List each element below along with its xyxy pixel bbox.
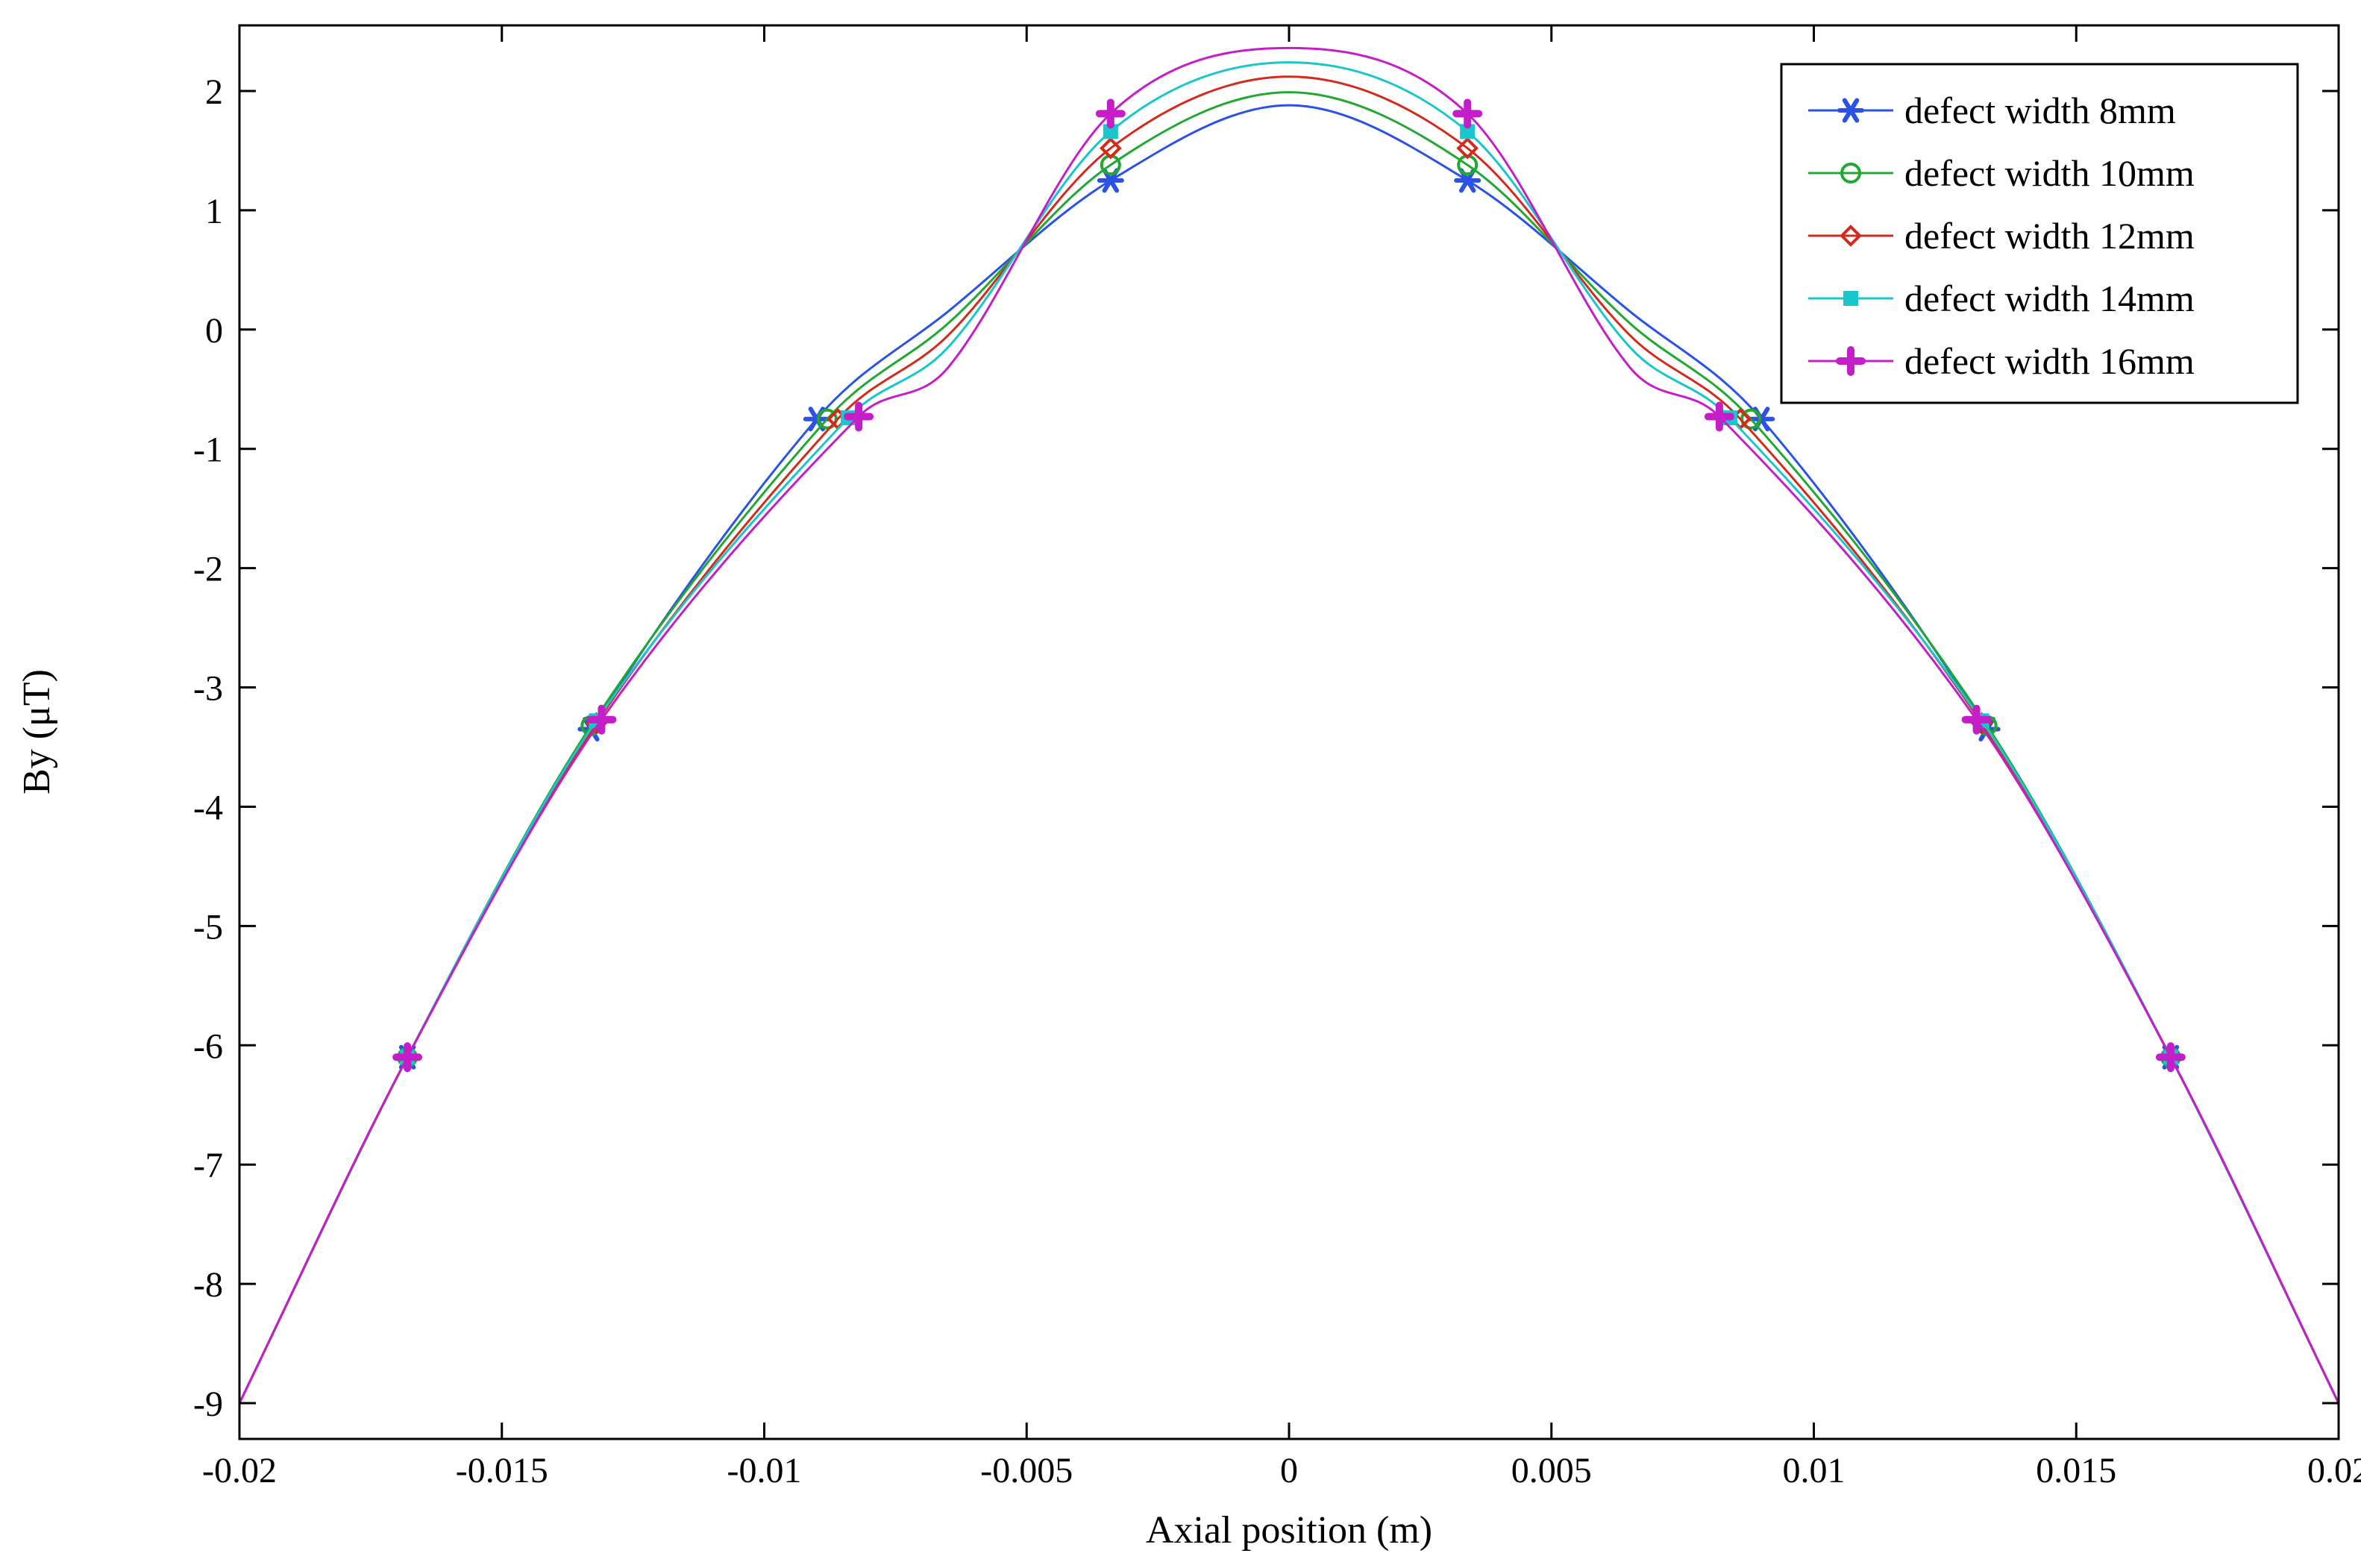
x-tick-label: 0.02 [2307, 1451, 2361, 1490]
legend-item: defect width 10mm [1808, 152, 2195, 194]
series-layer [238, 46, 2340, 1404]
legend-item: defect width 8mm [1808, 90, 2176, 131]
legend-box [1780, 63, 2299, 404]
y-tick-label: -2 [193, 550, 223, 589]
legend-label: defect width 12mm [1904, 215, 2195, 257]
legend-marker [1836, 346, 1866, 376]
y-tick-label: 0 [205, 311, 223, 351]
legend: defect width 8mm defect width 10mm defect … [1780, 63, 2299, 404]
y-tick-label: -5 [193, 907, 223, 947]
data-point [844, 401, 874, 432]
x-tick-label: -0.005 [980, 1451, 1073, 1490]
x-tick-label: -0.01 [727, 1451, 802, 1490]
y-tick-label: 2 [205, 72, 223, 112]
y-tick-label: -8 [193, 1265, 223, 1305]
series-line [238, 61, 2340, 1404]
x-tick-label: 0.005 [1511, 1451, 1592, 1490]
x-tick-label: -0.02 [202, 1451, 277, 1490]
data-point [1452, 98, 1483, 129]
y-axis-label: By (μT) [16, 669, 58, 794]
y-tick-label: -6 [193, 1026, 223, 1066]
series-line [238, 46, 2340, 1404]
legend-item: defect width 16mm [1808, 340, 2195, 382]
x-tick-label: 0 [1280, 1451, 1298, 1490]
y-axis: 2 1 0 -1 -2 -3 -4 -5 -6 -7 -8 -9 [193, 72, 2339, 1424]
legend-item: defect width 12mm [1808, 215, 2195, 257]
x-axis: -0.02 -0.015 -0.01 -0.005 0 0.005 0.01 0.015 0.0… [202, 25, 2361, 1490]
data-point [1456, 137, 1479, 160]
legend-item: defect width 14mm [1808, 277, 2195, 319]
legend-marker [1840, 225, 1862, 247]
y-tick-label: -9 [193, 1384, 223, 1424]
series-line [238, 75, 2340, 1404]
data-point [2155, 1042, 2186, 1073]
legend-label: defect width 10mm [1904, 152, 2195, 194]
y-tick-label: -7 [193, 1146, 223, 1185]
y-tick-label: -4 [193, 788, 223, 827]
x-tick-label: -0.015 [456, 1451, 548, 1490]
x-tick-label: 0.015 [2036, 1451, 2116, 1490]
legend-marker [1837, 98, 1864, 123]
data-point [1704, 401, 1734, 432]
legend-label: defect width 8mm [1904, 90, 2176, 131]
legend-label: defect width 14mm [1904, 277, 2195, 319]
y-tick-label: -3 [193, 669, 223, 709]
y-tick-label: 1 [205, 192, 223, 231]
series-5 [238, 46, 2340, 1404]
legend-marker [1840, 163, 1861, 184]
data-point [1099, 137, 1122, 160]
data-point [816, 408, 838, 430]
data-point [586, 704, 617, 735]
data-point [392, 1042, 423, 1073]
x-tick-label: 0.01 [1783, 1451, 1846, 1490]
y-tick-label: -1 [193, 430, 223, 470]
legend-marker [1843, 291, 1858, 306]
legend-label: defect width 16mm [1904, 340, 2195, 382]
data-point [1740, 408, 1762, 430]
data-point [1095, 98, 1126, 129]
data-point [1961, 704, 1992, 735]
x-axis-label: Axial position (m) [1146, 1509, 1432, 1552]
